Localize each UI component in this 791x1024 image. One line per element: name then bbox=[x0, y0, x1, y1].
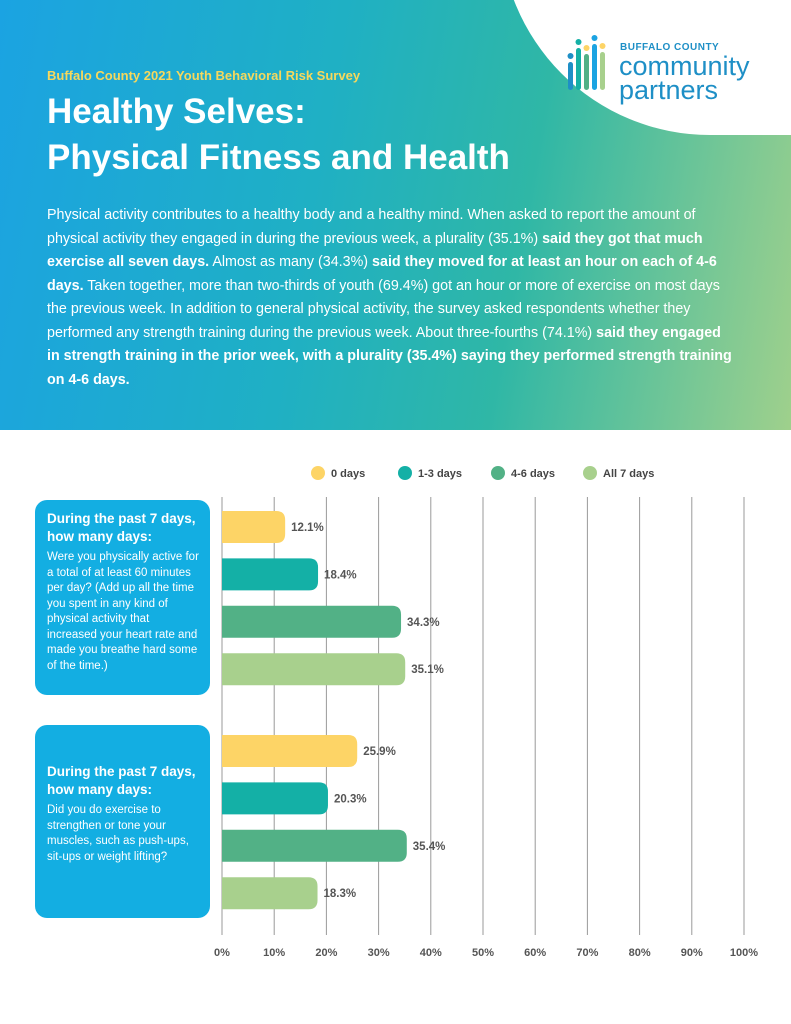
x-tick-label: 70% bbox=[576, 947, 598, 959]
chart: 0% 10% 20% 30% 40% 50% 60% 70% 80% 90% 100% 0 days 1… bbox=[214, 466, 758, 959]
subtitle: Buffalo County 2021 Youth Behavioral Ris… bbox=[47, 68, 361, 83]
value-label: 20.3% bbox=[334, 793, 367, 805]
intro-text: Almost as many (34.3%) bbox=[209, 254, 373, 270]
bar bbox=[222, 605, 402, 638]
x-tick-label: 30% bbox=[368, 947, 390, 959]
question-text: Did you do exercise to strengthen or ton… bbox=[47, 804, 189, 863]
x-tick-label: 80% bbox=[629, 947, 651, 959]
legend-label: 1-3 days bbox=[418, 468, 462, 480]
title: Physical Fitness and Health bbox=[47, 138, 510, 177]
bar bbox=[222, 735, 358, 767]
legend-swatch bbox=[398, 466, 412, 480]
legend-swatch bbox=[583, 466, 597, 480]
x-tick-label: 0% bbox=[214, 947, 230, 959]
legend-label: 4-6 days bbox=[511, 468, 555, 480]
value-label: 18.3% bbox=[324, 888, 357, 900]
bar bbox=[222, 782, 328, 815]
value-label: 18.4% bbox=[324, 569, 357, 581]
x-tick-label: 40% bbox=[420, 947, 442, 959]
legend-swatch bbox=[311, 466, 325, 480]
intro-text: said they got that much exercise all sev… bbox=[47, 230, 703, 271]
x-tick-label: 60% bbox=[524, 947, 546, 959]
logo-text: partners bbox=[619, 75, 719, 105]
bar bbox=[222, 558, 319, 591]
logo-text: community bbox=[619, 51, 750, 81]
legend-label: All 7 days bbox=[603, 468, 654, 480]
intro-text: Physical activity contributes to a healt… bbox=[47, 207, 696, 247]
intro-text: Taken together, more than two-thirds of … bbox=[47, 277, 720, 341]
logo-icon bbox=[567, 35, 606, 90]
value-label: 12.1% bbox=[291, 522, 324, 534]
value-label: 35.4% bbox=[413, 841, 446, 853]
value-label: 34.3% bbox=[407, 617, 440, 629]
value-label: 35.1% bbox=[411, 664, 444, 676]
intro-paragraph: Physical activity contributes to a healt… bbox=[47, 204, 737, 392]
bar bbox=[222, 829, 407, 862]
legend-label: 0 days bbox=[331, 468, 365, 480]
x-tick-label: 100% bbox=[730, 947, 758, 959]
question-box: During the past 7 days, how many days: Di… bbox=[35, 725, 210, 918]
question-heading: During the past 7 days, how many days: bbox=[47, 764, 196, 797]
x-tick-label: 50% bbox=[472, 947, 494, 959]
intro-text: said they moved for at least an hour on … bbox=[47, 254, 717, 294]
question-text: Were you physically active for a total o… bbox=[47, 551, 199, 672]
header-banner: BUFFALO COUNTY community partners Buffal… bbox=[0, 0, 791, 430]
x-tick-label: 90% bbox=[681, 947, 703, 959]
x-tick-label: 20% bbox=[315, 947, 337, 959]
bar bbox=[222, 511, 286, 543]
title: Healthy Selves: bbox=[47, 92, 306, 131]
intro-text: said they engaged in strength training i… bbox=[47, 324, 732, 388]
logo-text: BUFFALO COUNTY bbox=[620, 42, 720, 53]
question-box: During the past 7 days, how many days: We… bbox=[35, 500, 210, 695]
value-label: 25.9% bbox=[363, 746, 396, 758]
legend-swatch bbox=[491, 466, 505, 480]
x-tick-label: 10% bbox=[263, 947, 285, 959]
bar bbox=[222, 877, 318, 910]
question-heading: During the past 7 days, how many days: bbox=[47, 511, 196, 544]
bar bbox=[222, 653, 406, 686]
